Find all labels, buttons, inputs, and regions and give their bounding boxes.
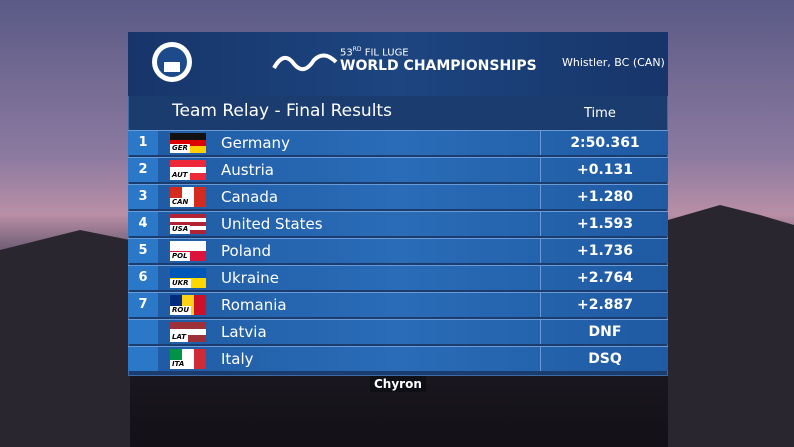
country-code: POL [170, 252, 190, 261]
flag-stripe [170, 214, 206, 218]
fil-logo [152, 42, 192, 82]
country-code: ROU [170, 306, 192, 315]
result-row: 6 UKR Ukraine +2.764 [128, 265, 668, 290]
result-row: 7 ROU Romania +2.887 [128, 292, 668, 317]
flag-stripe [194, 295, 206, 315]
team-name: Latvia [221, 323, 267, 341]
rank: 4 [128, 212, 158, 236]
team-name: United States [221, 215, 323, 233]
event-line2: WORLD CHAMPIONSHIPS [340, 58, 537, 74]
edition: 53 [340, 47, 353, 59]
team-name: Austria [221, 161, 274, 179]
team-time: +1.280 [540, 185, 669, 209]
team-time: 2:50.361 [540, 131, 669, 155]
result-row: 2 AUT Austria +0.131 [128, 157, 668, 182]
result-row: 3 CAN Canada +1.280 [128, 184, 668, 209]
luge-logo [272, 53, 338, 72]
team-name: Canada [221, 188, 279, 206]
team-name: Italy [221, 350, 254, 368]
result-row: ITA Italy DSQ [128, 346, 668, 371]
flag-stripe [170, 222, 206, 226]
flag-stripe [170, 241, 206, 251]
flag-stripe [194, 187, 206, 207]
rank: 2 [128, 158, 158, 182]
country-code: UKR [170, 279, 191, 288]
result-row: 5 POL Poland +1.736 [128, 238, 668, 263]
flag-stripe [170, 268, 206, 278]
event-line1: FIL LUGE [364, 47, 409, 59]
team-time: +2.887 [540, 293, 669, 317]
team-name: Ukraine [221, 269, 279, 287]
country-code: GER [170, 144, 190, 153]
team-time: +2.764 [540, 266, 669, 290]
mountains [0, 205, 794, 447]
edition-suffix: RD [352, 46, 362, 53]
flag-stripe [170, 335, 206, 342]
team-name: Germany [221, 134, 290, 152]
table-title: Team Relay - Final Results [172, 101, 392, 121]
country-code: AUT [170, 171, 190, 180]
flag-stripe [170, 218, 206, 222]
rank: 6 [128, 266, 158, 290]
result-row: 4 USA United States +1.593 [128, 211, 668, 236]
rank [128, 347, 158, 371]
rank: 5 [128, 239, 158, 263]
flag-stripe [194, 349, 206, 369]
country-code: USA [170, 225, 191, 234]
country-code: CAN [170, 198, 191, 207]
team-time: +1.593 [540, 212, 669, 236]
rank [128, 320, 158, 344]
country-code: LAT [170, 333, 188, 342]
team-time: DSQ [540, 347, 669, 371]
team-time: +0.131 [540, 158, 669, 182]
location: Whistler, BC (CAN) [562, 56, 665, 69]
flag-stripe [170, 133, 206, 140]
flag-stripe [170, 328, 206, 336]
flag-stripe [170, 139, 206, 147]
rank: 1 [128, 131, 158, 155]
flag-stripe [170, 322, 206, 329]
team-time: DNF [540, 320, 669, 344]
flag [170, 322, 206, 342]
watermark: Chyron [370, 376, 426, 392]
flag-stripe [170, 160, 206, 167]
country-code: ITA [170, 360, 187, 369]
result-row: 1 GER Germany 2:50.361 [128, 130, 668, 155]
rank: 7 [128, 293, 158, 317]
team-time: +1.736 [540, 239, 669, 263]
result-row: LAT Latvia DNF [128, 319, 668, 344]
time-header: Time [584, 106, 616, 121]
header: 53RD FIL LUGE WORLD CHAMPIONSHIPS Whistl… [128, 32, 668, 96]
team-name: Romania [221, 296, 287, 314]
flag-stripe [170, 166, 206, 174]
rank: 3 [128, 185, 158, 209]
team-name: Poland [221, 242, 272, 260]
